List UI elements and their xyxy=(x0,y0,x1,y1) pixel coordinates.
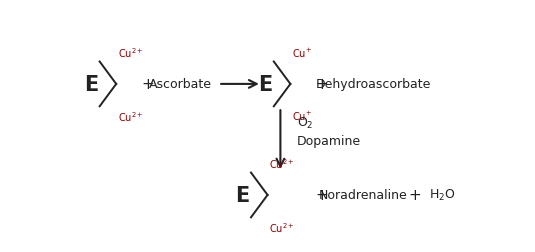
Text: E: E xyxy=(258,75,272,94)
Text: +: + xyxy=(316,77,328,92)
Text: E: E xyxy=(235,185,249,205)
Text: Cu$^{+}$: Cu$^{+}$ xyxy=(292,110,312,123)
Text: +: + xyxy=(316,188,328,203)
Text: Noradrenaline: Noradrenaline xyxy=(319,189,408,202)
Text: +: + xyxy=(409,188,422,203)
Text: Dopamine: Dopamine xyxy=(297,134,361,147)
Text: Cu$^{2+}$: Cu$^{2+}$ xyxy=(118,46,143,59)
Text: Cu$^{2+}$: Cu$^{2+}$ xyxy=(269,220,295,234)
Text: Cu$^{2+}$: Cu$^{2+}$ xyxy=(118,110,143,123)
Text: Cu$^{+}$: Cu$^{+}$ xyxy=(292,46,312,59)
Text: Dehydroascorbate: Dehydroascorbate xyxy=(316,78,431,91)
Text: Cu$^{2+}$: Cu$^{2+}$ xyxy=(269,156,295,170)
Text: +: + xyxy=(141,77,154,92)
Text: E: E xyxy=(83,75,98,94)
Text: O$_2$: O$_2$ xyxy=(297,116,314,131)
Text: Ascorbate: Ascorbate xyxy=(149,78,212,91)
Text: H$_2$O: H$_2$O xyxy=(429,188,455,203)
